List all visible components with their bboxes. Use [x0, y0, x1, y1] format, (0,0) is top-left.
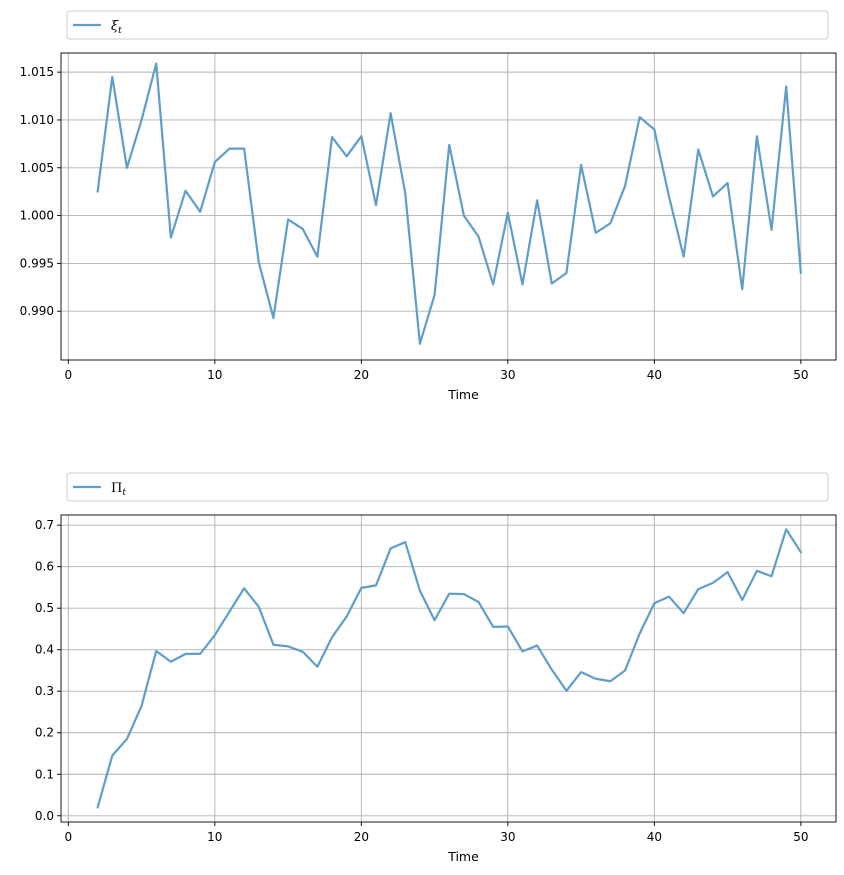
- y-tick-label: 0.7: [35, 518, 54, 532]
- plot-frame: [60, 52, 837, 361]
- y-tick-label: 1.000: [20, 209, 54, 223]
- legend-label: ξt: [111, 19, 122, 36]
- y-tick-label: 0.5: [35, 601, 54, 615]
- x-tick-label: 20: [354, 368, 369, 382]
- y-tick-label: 0.995: [20, 256, 54, 270]
- y-tick-label: 1.015: [20, 65, 54, 79]
- y-tick-label: 0.990: [20, 304, 54, 318]
- y-tick-label: 0.3: [35, 684, 54, 698]
- chart-1: 0 10 20 30 40 50 0.990 0.995 1.000 1.005 1.010 1.01…: [20, 10, 837, 402]
- legend: Πt: [66, 472, 829, 502]
- x-tick-label: 40: [647, 830, 662, 844]
- x-tick-label: 30: [500, 368, 515, 382]
- y-tick-label: 0.2: [35, 726, 54, 740]
- x-tick-label: 40: [647, 368, 662, 382]
- y-tick-label: 0.0: [35, 809, 54, 823]
- plot-frame: [60, 514, 837, 823]
- legend: ξt: [66, 10, 829, 40]
- chart-2: 0 10 20 30 40 50 0.0 0.1 0.2 0.3 0.4 0.5 0.6 0.7 Time Π…: [35, 472, 837, 864]
- x-tick-label: 0: [65, 830, 73, 844]
- x-tick-label: 10: [207, 830, 222, 844]
- y-tick-label: 1.005: [20, 161, 54, 175]
- legend-box: [66, 10, 829, 40]
- y-tick-label: 0.6: [35, 560, 54, 574]
- legend-subscript: t: [118, 26, 122, 36]
- series-line: [96, 528, 802, 809]
- x-axis-label: Time: [447, 387, 479, 402]
- series-line: [96, 62, 802, 345]
- y-tick-label: 0.1: [35, 767, 54, 781]
- legend-symbol: ξ: [111, 19, 119, 34]
- y-tick-label: 0.4: [35, 643, 54, 657]
- x-tick-label: 10: [207, 368, 222, 382]
- y-tick-label: 1.010: [20, 113, 54, 127]
- x-tick-label: 50: [793, 830, 808, 844]
- x-tick-label: 30: [500, 830, 515, 844]
- legend-symbol: Π: [111, 481, 122, 496]
- x-tick-label: 0: [65, 368, 73, 382]
- x-axis-label: Time: [447, 849, 479, 864]
- legend-box: [66, 472, 829, 502]
- legend-label: Πt: [111, 481, 126, 498]
- legend-subscript: t: [122, 488, 126, 498]
- x-tick-label: 50: [793, 368, 808, 382]
- x-tick-label: 20: [354, 830, 369, 844]
